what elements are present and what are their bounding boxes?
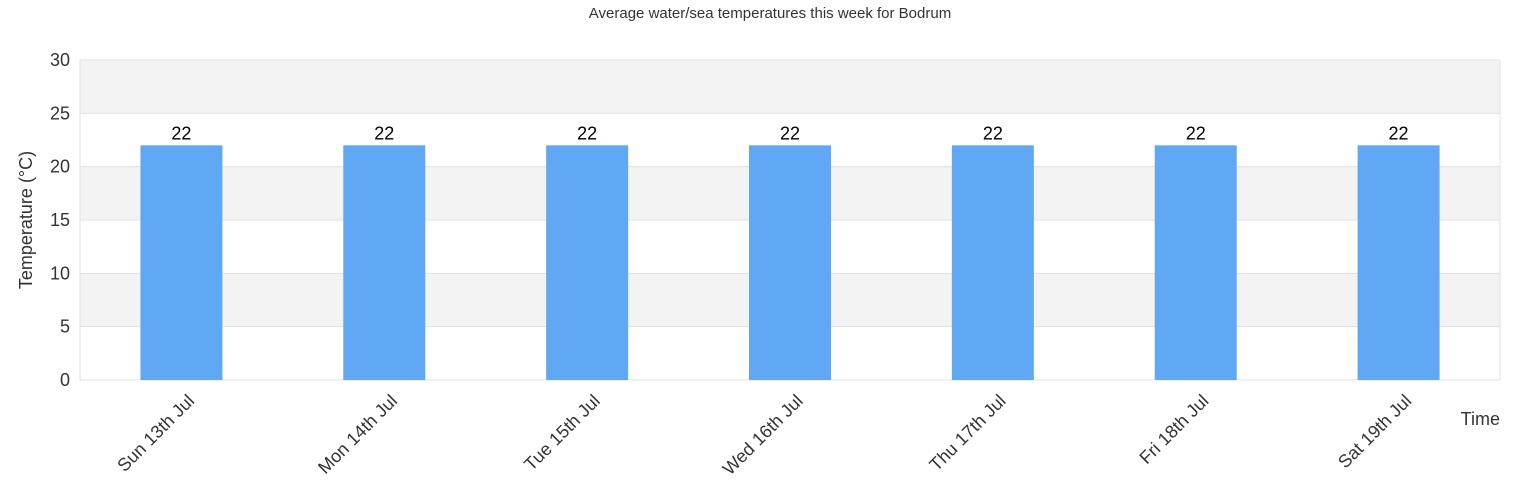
bar (1357, 145, 1440, 380)
bar (546, 145, 629, 380)
plot-band (80, 60, 1500, 114)
y-axis-label: Temperature (°C) (16, 151, 36, 289)
x-tick-label: Sun 13th Jul (113, 391, 198, 476)
y-tick-label: 0 (60, 370, 70, 390)
y-axis-ticks: 0 5 10 15 20 25 30 (50, 50, 70, 390)
x-tick-label: Sat 19th Jul (1334, 391, 1415, 472)
y-tick-label: 5 (60, 317, 70, 337)
x-axis-ticks: Sun 13th Jul Mon 14th Jul Tue 15th Jul Wed … (113, 391, 1415, 479)
x-tick-label: Tue 15th Jul (520, 391, 604, 475)
bars (140, 145, 1440, 380)
data-label: 22 (1186, 123, 1206, 143)
y-tick-label: 25 (50, 103, 70, 123)
y-tick-label: 15 (50, 210, 70, 230)
y-tick-label: 10 (50, 263, 70, 283)
x-tick-label: Wed 16th Jul (719, 391, 807, 479)
x-tick-label: Thu 17th Jul (925, 391, 1009, 475)
data-label: 22 (983, 123, 1003, 143)
data-label: 22 (780, 123, 800, 143)
data-label: 22 (577, 123, 597, 143)
data-label: 22 (171, 123, 191, 143)
x-tick-label: Mon 14th Jul (314, 391, 401, 478)
bar (951, 145, 1034, 380)
y-tick-label: 30 (50, 50, 70, 70)
data-label: 22 (374, 123, 394, 143)
y-tick-label: 20 (50, 157, 70, 177)
bar (1154, 145, 1237, 380)
chart-title: Average water/sea temperatures this week… (589, 5, 951, 22)
x-axis-label: Time (1461, 409, 1500, 429)
bar (343, 145, 426, 380)
data-labels: 22 22 22 22 22 22 22 (171, 123, 1408, 143)
data-label: 22 (1389, 123, 1409, 143)
x-tick-label: Fri 18th Jul (1135, 391, 1212, 468)
bar (749, 145, 831, 380)
bar (140, 145, 223, 380)
